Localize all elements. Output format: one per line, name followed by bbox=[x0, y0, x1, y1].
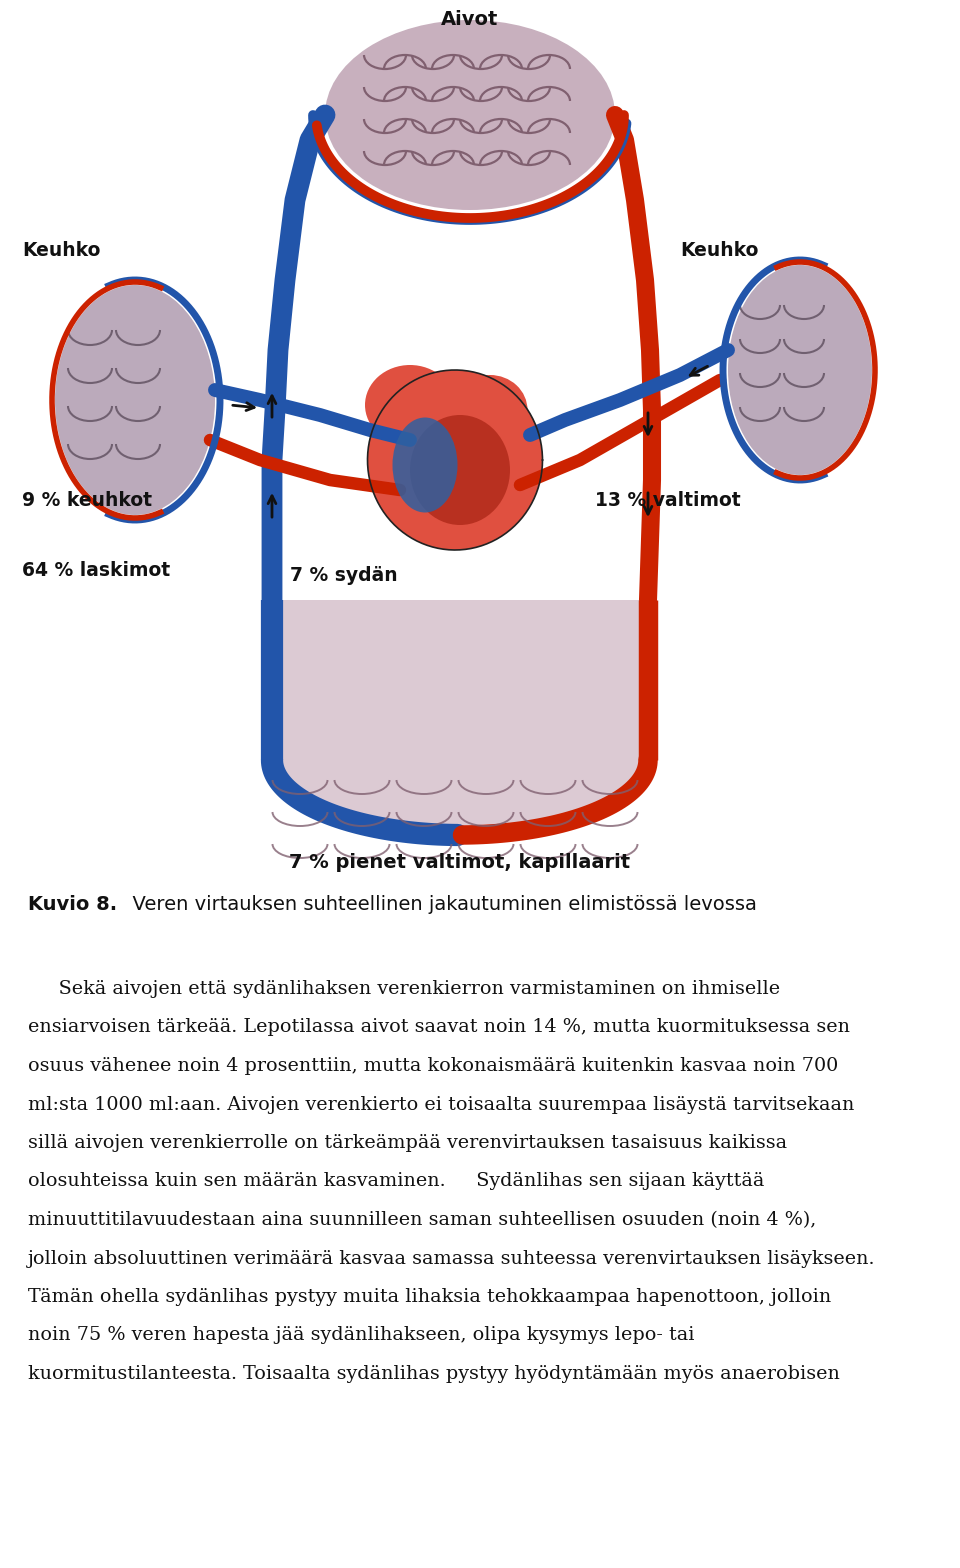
Text: 13 % valtimot: 13 % valtimot bbox=[595, 491, 740, 510]
Ellipse shape bbox=[728, 265, 872, 475]
Ellipse shape bbox=[368, 370, 542, 550]
Text: Sekä aivojen että sydänlihaksen verenkierron varmistaminen on ihmiselle: Sekä aivojen että sydänlihaksen verenkie… bbox=[28, 980, 780, 997]
Polygon shape bbox=[272, 601, 648, 836]
Text: 9 % keuhkot: 9 % keuhkot bbox=[22, 491, 152, 510]
Text: Veren virtauksen suhteellinen jakautuminen elimistössä levossa: Veren virtauksen suhteellinen jakautumin… bbox=[120, 895, 756, 914]
Text: 7 % pienet valtimot, kapillaarit: 7 % pienet valtimot, kapillaarit bbox=[289, 853, 631, 872]
Text: kuormitustilanteesta. Toisaalta sydänlihas pystyy hyödyntämään myös anaerobisen: kuormitustilanteesta. Toisaalta sydänlih… bbox=[28, 1366, 840, 1383]
Text: noin 75 % veren hapesta jää sydänlihakseen, olipa kysymys lepo- tai: noin 75 % veren hapesta jää sydänlihakse… bbox=[28, 1327, 694, 1344]
Text: olosuhteissa kuin sen määrän kasvaminen.     Sydänlihas sen sijaan käyttää: olosuhteissa kuin sen määrän kasvaminen.… bbox=[28, 1173, 764, 1190]
Text: Kuvio 8.: Kuvio 8. bbox=[28, 895, 117, 914]
Text: minuuttitilavuudestaan aina suunnilleen saman suhteellisen osuuden (noin 4 %),: minuuttitilavuudestaan aina suunnilleen … bbox=[28, 1210, 816, 1229]
Ellipse shape bbox=[55, 285, 215, 514]
Text: 7 % sydän: 7 % sydän bbox=[290, 566, 397, 585]
Text: jolloin absoluuttinen verimäärä kasvaa samassa suhteessa verenvirtauksen lisäyks: jolloin absoluuttinen verimäärä kasvaa s… bbox=[28, 1250, 876, 1267]
Ellipse shape bbox=[410, 416, 510, 525]
Text: Keuhko: Keuhko bbox=[680, 240, 758, 259]
Ellipse shape bbox=[325, 20, 615, 210]
Text: sillä aivojen verenkierrolle on tärkeämpää verenvirtauksen tasaisuus kaikissa: sillä aivojen verenkierrolle on tärkeämp… bbox=[28, 1134, 787, 1152]
Text: ensiarvoisen tärkeää. Lepotilassa aivot saavat noin 14 %, mutta kuormituksessa s: ensiarvoisen tärkeää. Lepotilassa aivot … bbox=[28, 1019, 850, 1036]
Text: Keuhko: Keuhko bbox=[22, 240, 101, 259]
Text: Tämän ohella sydänlihas pystyy muita lihaksia tehokkaampaa hapenottoon, jolloin: Tämän ohella sydänlihas pystyy muita lih… bbox=[28, 1287, 831, 1306]
Ellipse shape bbox=[452, 375, 527, 445]
Text: 64 % laskimot: 64 % laskimot bbox=[22, 560, 170, 580]
Text: Aivot: Aivot bbox=[442, 9, 498, 28]
Text: osuus vähenee noin 4 prosenttiin, mutta kokonaismäärä kuitenkin kasvaa noin 700: osuus vähenee noin 4 prosenttiin, mutta … bbox=[28, 1057, 838, 1076]
Ellipse shape bbox=[393, 417, 458, 513]
Ellipse shape bbox=[365, 365, 455, 445]
Text: ml:sta 1000 ml:aan. Aivojen verenkierto ei toisaalta suurempaa lisäystä tarvitse: ml:sta 1000 ml:aan. Aivojen verenkierto … bbox=[28, 1096, 854, 1113]
